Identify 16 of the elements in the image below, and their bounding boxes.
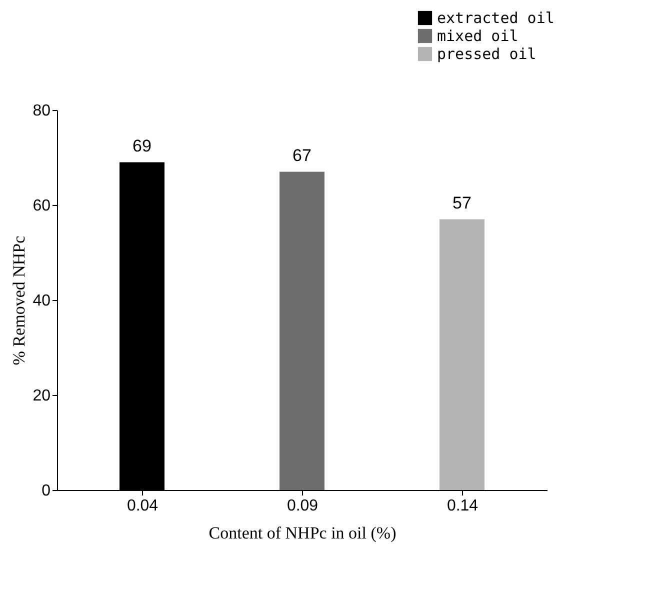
data-label: 69 — [132, 136, 152, 156]
y-tick-label: 60 — [32, 198, 51, 214]
y-tick-label: 20 — [32, 388, 51, 404]
y-axis-title: % Removed NHPc — [10, 235, 29, 366]
y-tick-label: 40 — [32, 292, 51, 310]
x-tick-label: 0.04 — [126, 498, 158, 514]
data-label: 57 — [452, 193, 472, 212]
y-tick-label: 80 — [32, 102, 51, 120]
legend-label: extracted oil — [437, 9, 554, 27]
x-tick-label: 0.09 — [286, 498, 318, 514]
legend-label: mixed oil — [437, 27, 518, 45]
x-axis-title: Content of NHPc in oil (%) — [208, 524, 396, 542]
x-tick-label: 0.14 — [446, 498, 478, 514]
legend-label: pressed oil — [437, 45, 536, 63]
y-tick-label: 0 — [42, 482, 51, 500]
data-label: 67 — [292, 146, 312, 165]
